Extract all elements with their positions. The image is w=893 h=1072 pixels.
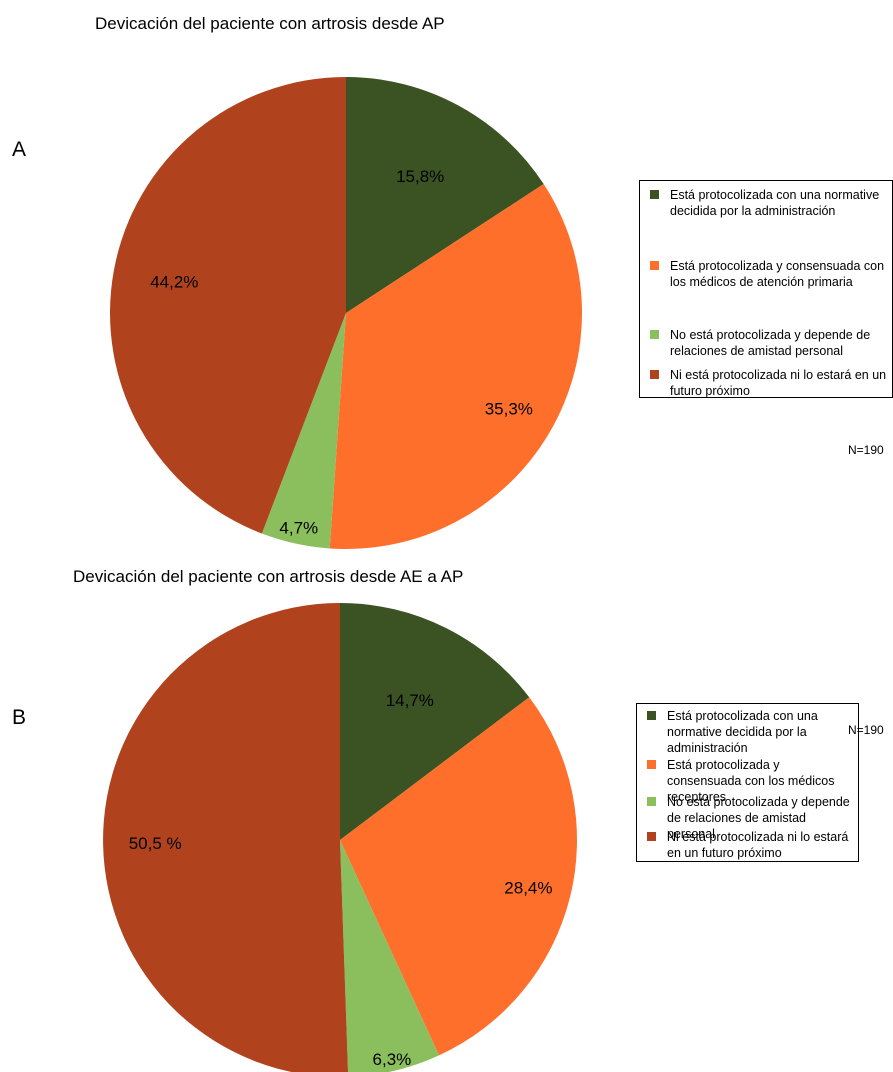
legend-label: Ni está protocolizada ni lo estará en un… xyxy=(670,368,887,398)
pie-slice xyxy=(340,603,530,840)
chart-title: Devicación del paciente con artrosis des… xyxy=(95,14,445,33)
slice-value-label: 50,5 % xyxy=(129,834,182,853)
legend-item: Ni está protocolizada ni lo estará en un… xyxy=(647,829,854,861)
pie-slice xyxy=(103,603,349,1072)
slice-value-label: 15,8% xyxy=(396,167,444,186)
legend-item: Está protocolizada con una normative dec… xyxy=(650,187,888,219)
pie-slice xyxy=(110,77,346,534)
pie-slice xyxy=(329,184,583,550)
legend-swatch xyxy=(647,711,656,720)
pie-slice xyxy=(340,840,439,1072)
slice-value-label: 6,3% xyxy=(373,1050,412,1069)
slice-value-label: 4,7% xyxy=(279,518,318,537)
legend-label: Ni está protocolizada ni lo estará en un… xyxy=(667,830,849,860)
legend-label: Está protocolizada y consensuada con los… xyxy=(670,259,885,289)
legend: Está protocolizada con una normative dec… xyxy=(639,180,893,398)
legend-swatch xyxy=(650,190,659,199)
legend-label: Está protocolizada y consensuada con los… xyxy=(667,758,835,804)
legend-swatch xyxy=(647,760,656,769)
pie-slice xyxy=(261,313,346,549)
legend-item: Está protocolizada con una normative dec… xyxy=(647,708,854,756)
pie-slice xyxy=(340,697,578,1056)
sample-size-note: N=190 xyxy=(848,443,884,457)
legend-swatch xyxy=(650,330,659,339)
legend-swatch xyxy=(650,261,659,270)
pie-slice xyxy=(346,77,544,313)
legend-item: No está protocolizada y depende de relac… xyxy=(650,327,888,359)
legend-swatch xyxy=(647,832,656,841)
legend-item: Está protocolizada y consensuada con los… xyxy=(647,757,854,805)
legend: Está protocolizada con una normative dec… xyxy=(636,703,859,862)
legend-swatch xyxy=(650,370,659,379)
legend-item: No está protocolizada y depende de relac… xyxy=(647,794,854,842)
legend-swatch xyxy=(647,797,656,806)
legend-label: Está protocolizada con una normative dec… xyxy=(667,709,818,755)
legend-item: Está protocolizada y consensuada con los… xyxy=(650,258,888,290)
sample-size-note: N=190 xyxy=(848,723,884,737)
pie-chart: 14,7% 28,4% 6,3% 50,5 % xyxy=(103,603,578,1072)
legend-item: Ni está protocolizada ni lo estará en un… xyxy=(650,367,888,399)
legend-label: Está protocolizada con una normative dec… xyxy=(670,188,880,218)
panel-label: B xyxy=(12,706,27,729)
slice-value-label: 14,7% xyxy=(386,691,434,710)
legend-label: No está protocolizada y depende de relac… xyxy=(667,795,850,841)
slice-value-label: 44,2% xyxy=(150,272,198,291)
pie-chart: 15,8% 35,3% 4,7% 44,2% xyxy=(110,77,583,550)
slice-value-label: 28,4% xyxy=(504,879,552,898)
legend-label: No está protocolizada y depende de relac… xyxy=(670,328,871,358)
chart-panel-a: Devicación del paciente con artrosis des… xyxy=(12,14,893,550)
chart-panel-b: Devicación del paciente con artrosis des… xyxy=(0,540,893,1072)
chart-title: Devicación del paciente con artrosis des… xyxy=(73,567,464,586)
slice-value-label: 35,3% xyxy=(485,400,533,419)
panel-label: A xyxy=(12,138,27,161)
